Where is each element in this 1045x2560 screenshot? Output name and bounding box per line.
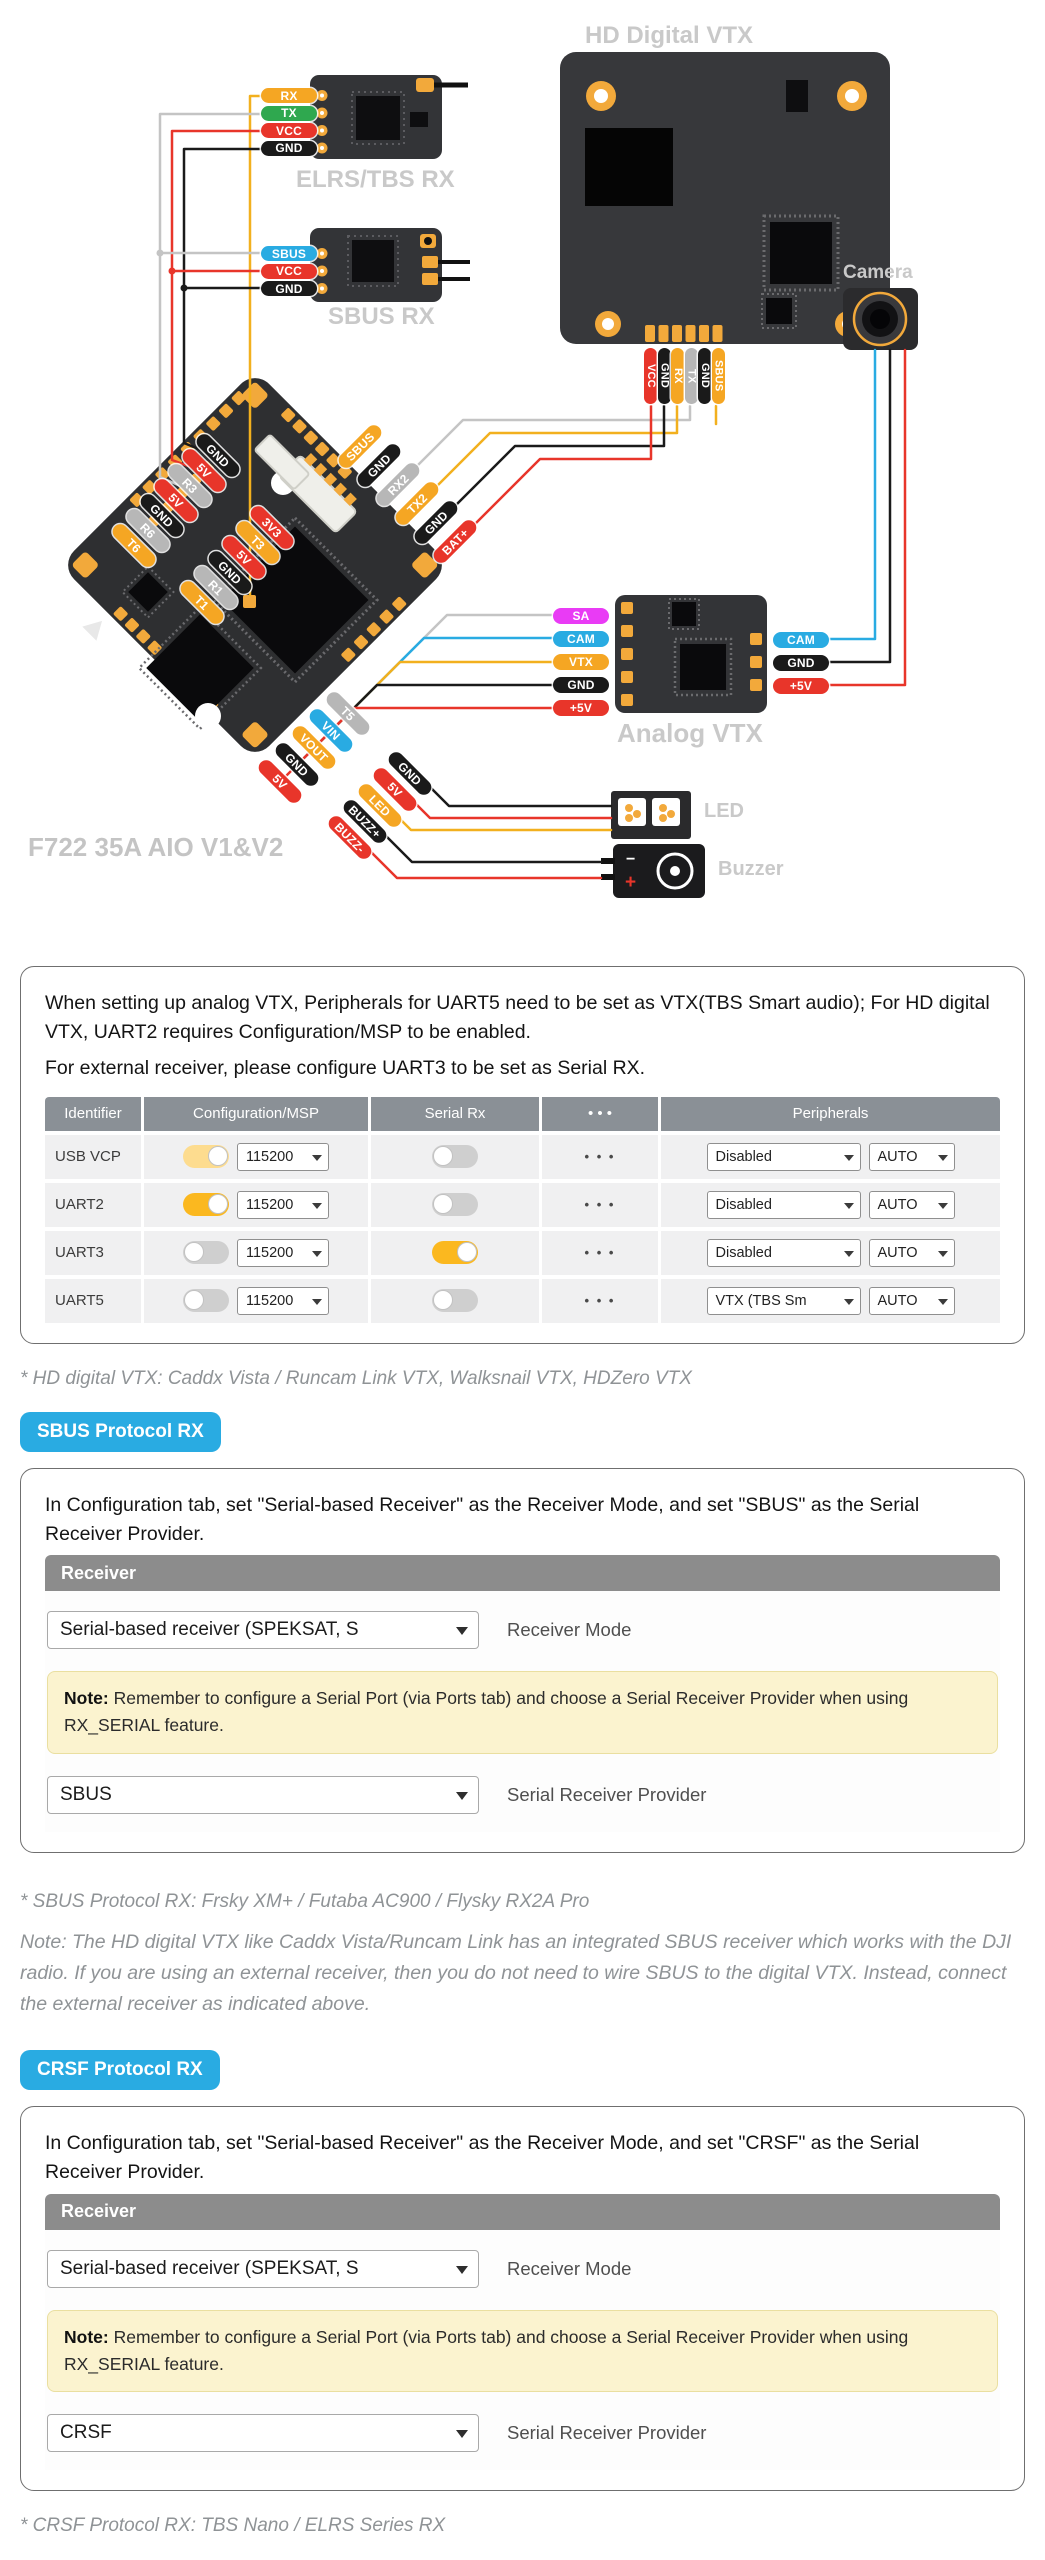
baud-auto-select[interactable]: AUTO bbox=[868, 1286, 955, 1315]
baud-select[interactable]: 115200 bbox=[237, 1142, 329, 1171]
footnote-sbus: * SBUS Protocol RX: Frsky XM+ / Futaba A… bbox=[20, 1890, 590, 1912]
analog-vtx-label: Analog VTX bbox=[617, 718, 763, 748]
uart-note-line1: When setting up analog VTX, Peripherals … bbox=[45, 992, 990, 1044]
receiver-panel: Receiver Serial-based receiver (SPEKSAT,… bbox=[45, 2193, 1000, 2470]
col-peripherals: Peripherals bbox=[661, 1096, 1000, 1131]
crsf-config-box: In Configuration tab, set "Serial-based … bbox=[20, 2106, 1025, 2491]
hd-vtx-label: HD Digital VTX bbox=[585, 22, 754, 49]
diagram-graphics bbox=[68, 52, 918, 898]
table-row-uart2: UART2 115200 • • • Disabled AUTO bbox=[45, 1182, 1000, 1227]
baud-auto-select[interactable]: AUTO bbox=[868, 1190, 955, 1219]
wiring-diagram: RX TX VCC GND SBUS VCC GND VCC GND RX TX GND SBUS … bbox=[0, 0, 1045, 930]
serial-provider-label: Serial Receiver Provider bbox=[507, 1783, 707, 1805]
footnote-hd-vtx: * HD digital VTX: Caddx Vista / Runcam L… bbox=[20, 1367, 692, 1389]
sbus-rx-label: SBUS RX bbox=[328, 303, 435, 330]
serial-provider-select[interactable]: SBUS bbox=[47, 1775, 479, 1814]
dots-cell: • • • bbox=[542, 1278, 658, 1323]
table-row-usb-vcp: USB VCP 115200 • • • Disabled AUTO bbox=[45, 1134, 1000, 1179]
buzzer-minus-sign: − bbox=[626, 851, 636, 868]
col-dots: • • • bbox=[542, 1096, 658, 1131]
peripheral-select[interactable]: Disabled bbox=[706, 1142, 861, 1171]
analog-vtx-board bbox=[615, 595, 767, 713]
uart-note-line2: For external receiver, please configure … bbox=[45, 1056, 646, 1079]
baud-auto-select[interactable]: AUTO bbox=[868, 1238, 955, 1267]
sbus-intro: In Configuration tab, set "Serial-based … bbox=[45, 1493, 920, 1545]
serial-rx-toggle[interactable] bbox=[432, 1193, 478, 1217]
elrs-rx-label: ELRS/TBS RX bbox=[296, 166, 455, 193]
hd-integrated-sbus-note: Note: The HD digital VTX like Caddx Vist… bbox=[20, 1930, 1012, 2015]
camera-label: Camera bbox=[843, 262, 913, 283]
msp-toggle[interactable] bbox=[183, 1145, 229, 1169]
row-identifier: UART2 bbox=[45, 1182, 141, 1227]
receiver-mode-select[interactable]: Serial-based receiver (SPEKSAT, S bbox=[47, 2249, 479, 2288]
table-row-uart3: UART3 115200 • • • Disabled AUTO bbox=[45, 1230, 1000, 1275]
camera-graphic bbox=[843, 288, 918, 350]
sbus-protocol-badge: SBUS Protocol RX bbox=[20, 1411, 221, 1452]
receiver-mode-select[interactable]: Serial-based receiver (SPEKSAT, S bbox=[47, 1611, 479, 1650]
col-configuration-msp: Configuration/MSP bbox=[144, 1096, 368, 1131]
msp-toggle[interactable] bbox=[183, 1193, 229, 1217]
peripheral-select[interactable]: Disabled bbox=[706, 1238, 861, 1267]
msp-toggle[interactable] bbox=[183, 1289, 229, 1313]
fc-title: F722 35A AIO V1&V2 bbox=[28, 832, 284, 862]
baud-select[interactable]: 115200 bbox=[237, 1190, 329, 1219]
serial-provider-label: Serial Receiver Provider bbox=[507, 2421, 707, 2443]
serial-rx-toggle[interactable] bbox=[432, 1145, 478, 1169]
row-identifier: UART5 bbox=[45, 1278, 141, 1323]
dots-cell: • • • bbox=[542, 1230, 658, 1275]
receiver-mode-label: Receiver Mode bbox=[507, 1619, 632, 1641]
hd-vtx-board bbox=[560, 52, 890, 344]
receiver-mode-label: Receiver Mode bbox=[507, 2257, 632, 2279]
crsf-protocol-badge: CRSF Protocol RX bbox=[20, 2050, 220, 2091]
serial-rx-toggle[interactable] bbox=[432, 1289, 478, 1313]
baud-select[interactable]: 115200 bbox=[237, 1238, 329, 1267]
msp-toggle[interactable] bbox=[183, 1241, 229, 1265]
buzzer-graphic bbox=[601, 844, 705, 898]
serial-provider-select[interactable]: CRSF bbox=[47, 2413, 479, 2452]
ports-table-header: Identifier Configuration/MSP Serial Rx •… bbox=[45, 1096, 1000, 1131]
dots-cell: • • • bbox=[542, 1182, 658, 1227]
buzzer-label: Buzzer bbox=[718, 858, 784, 880]
baud-auto-select[interactable]: AUTO bbox=[868, 1142, 955, 1171]
receiver-panel-title: Receiver bbox=[45, 1555, 1000, 1592]
serial-rx-toggle[interactable] bbox=[432, 1241, 478, 1265]
serial-port-note: Note: Remember to configure a Serial Por… bbox=[47, 1671, 998, 1754]
col-serial-rx: Serial Rx bbox=[371, 1096, 539, 1131]
peripheral-select[interactable]: Disabled bbox=[706, 1190, 861, 1219]
serial-port-note: Note: Remember to configure a Serial Por… bbox=[47, 2309, 998, 2392]
ports-table: Identifier Configuration/MSP Serial Rx •… bbox=[45, 1096, 1000, 1323]
fc-board bbox=[68, 378, 442, 752]
row-identifier: UART3 bbox=[45, 1230, 141, 1275]
elrs-rx-board bbox=[310, 75, 468, 159]
col-identifier: Identifier bbox=[45, 1096, 141, 1131]
receiver-panel: Receiver Serial-based receiver (SPEKSAT,… bbox=[45, 1555, 1000, 1832]
receiver-panel-title: Receiver bbox=[45, 2193, 1000, 2230]
buzzer-plus-sign: + bbox=[625, 872, 637, 893]
crsf-intro: In Configuration tab, set "Serial-based … bbox=[45, 2132, 920, 2184]
led-label: LED bbox=[704, 800, 744, 822]
table-row-uart5: UART5 115200 • • • VTX (TBS Sm AUTO bbox=[45, 1278, 1000, 1323]
peripheral-select[interactable]: VTX (TBS Sm bbox=[706, 1286, 861, 1315]
dots-cell: • • • bbox=[542, 1134, 658, 1179]
footnote-crsf: * CRSF Protocol RX: TBS Nano / ELRS Seri… bbox=[20, 2514, 446, 2536]
sbus-rx-board bbox=[310, 228, 470, 302]
led-module bbox=[611, 791, 691, 839]
row-identifier: USB VCP bbox=[45, 1134, 141, 1179]
baud-select[interactable]: 115200 bbox=[237, 1286, 329, 1315]
uart-config-box: When setting up analog VTX, Peripherals … bbox=[20, 966, 1025, 1344]
sbus-config-box: In Configuration tab, set "Serial-based … bbox=[20, 1467, 1025, 1853]
